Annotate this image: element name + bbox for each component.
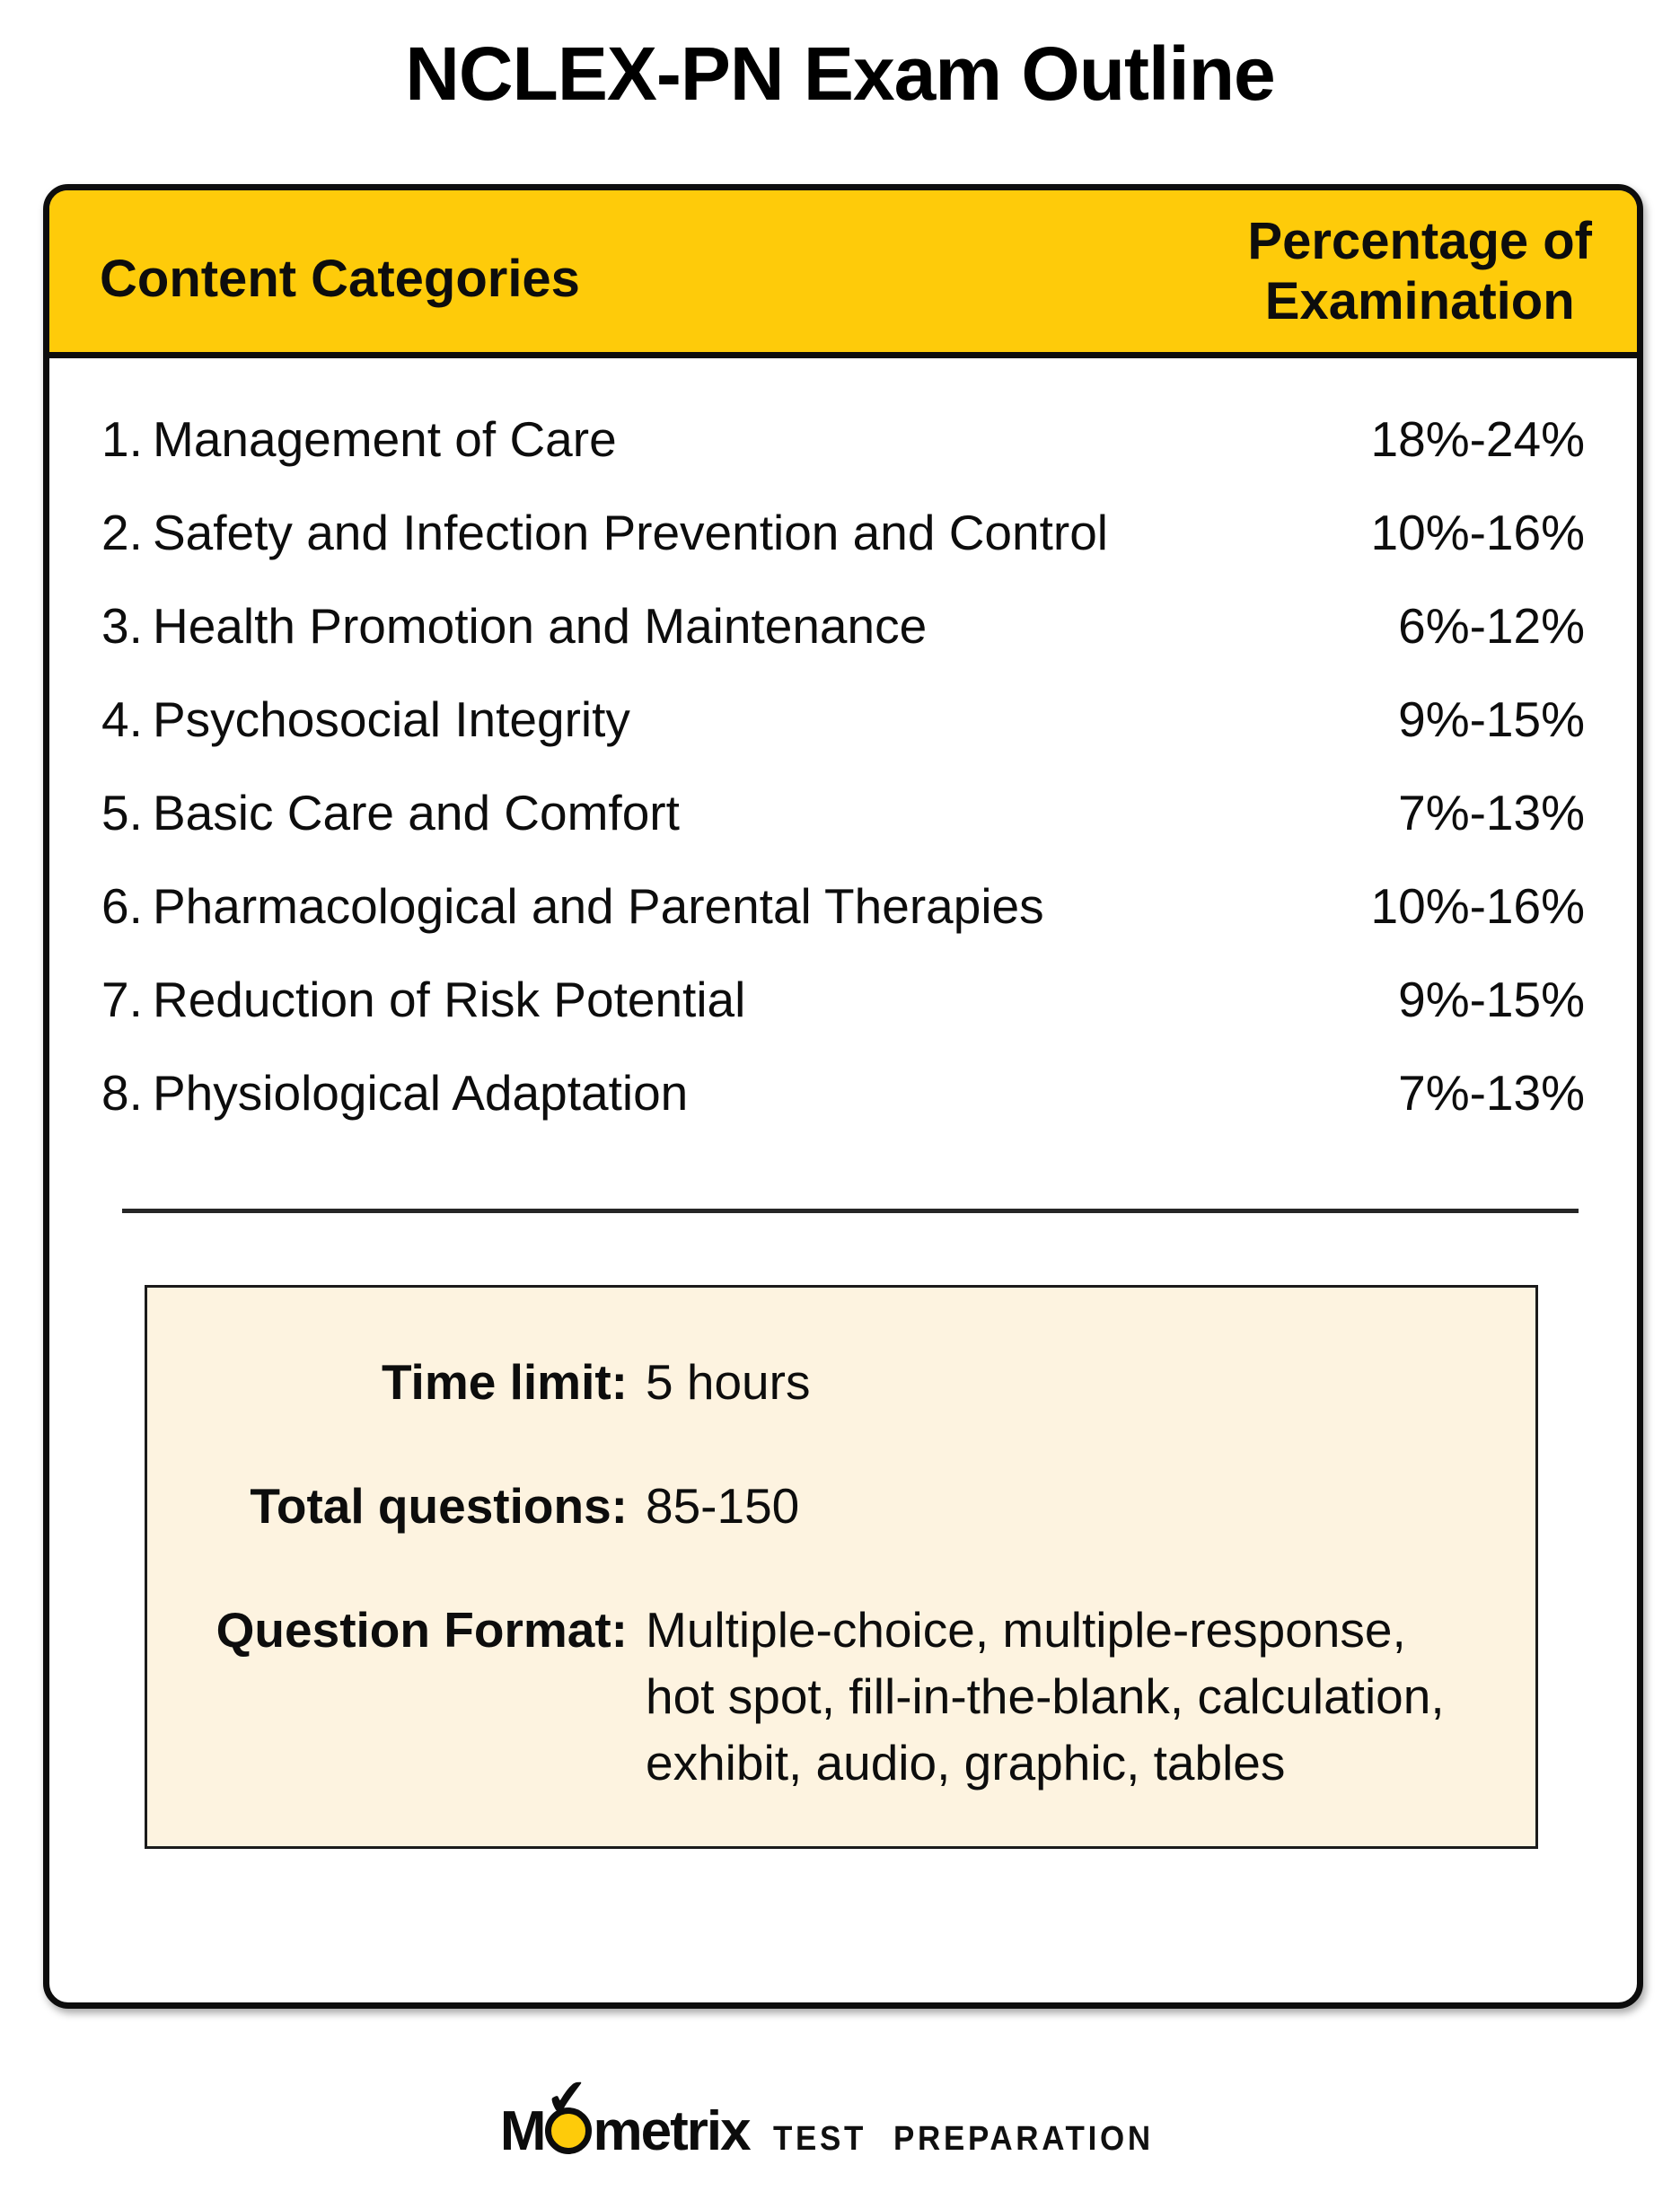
info-label: Time limit: <box>381 1354 628 1410</box>
info-value: 85-150 <box>646 1478 800 1534</box>
content-categories-header: Content Categories <box>100 249 580 308</box>
info-row: Question Format: Multiple-choice, multip… <box>147 1597 1535 1796</box>
info-row: Total questions: 85-150 <box>147 1473 1535 1539</box>
mometrix-logo: M ✔ metrix TEST PREPARATION <box>49 2067 1637 2177</box>
row-number: 3. <box>101 598 143 654</box>
percentage-range: 9%-15% <box>1398 691 1585 747</box>
percentage-header: Percentage of Examination <box>1247 211 1592 330</box>
logo-tagline: TEST PREPARATION <box>772 2120 1154 2158</box>
percentage-range: 7%-13% <box>1398 1065 1585 1121</box>
logo-check-circle-icon: ✔ <box>544 2067 593 2154</box>
table-header: Content Categories Percentage of Examina… <box>49 190 1637 358</box>
table-row: 2. Safety and Infection Prevention and C… <box>101 486 1585 579</box>
row-number: 7. <box>101 972 143 1027</box>
table-row: 3. Health Promotion and Maintenance 6%-1… <box>101 579 1585 673</box>
row-number: 1. <box>101 411 143 467</box>
table-row: 8. Physiological Adaptation 7%-13% <box>101 1046 1585 1139</box>
checkmark-icon: ✔ <box>544 2067 591 2129</box>
category-label: Pharmacological and Parental Therapies <box>153 878 1044 934</box>
row-number: 6. <box>101 878 143 934</box>
percentage-range: 10%-16% <box>1370 878 1585 934</box>
outline-card: Content Categories Percentage of Examina… <box>43 184 1643 2162</box>
page-title: NCLEX-PN Exam Outline <box>405 31 1276 116</box>
percentage-range: 9%-15% <box>1398 972 1585 1027</box>
percentage-range: 6%-12% <box>1398 598 1585 654</box>
row-number: 2. <box>101 505 143 560</box>
logo-text-m: M <box>499 2100 547 2162</box>
category-label: Reduction of Risk Potential <box>153 972 746 1027</box>
table-row: 5. Basic Care and Comfort 7%-13% <box>101 766 1585 859</box>
category-label: Management of Care <box>153 411 617 467</box>
info-row: Time limit: 5 hours <box>147 1349 1535 1415</box>
row-number: 5. <box>101 785 143 840</box>
info-label: Total questions: <box>250 1478 628 1534</box>
logo-text-metrix: metrix <box>593 2100 751 2162</box>
percentage-range: 18%-24% <box>1370 411 1585 467</box>
row-number: 8. <box>101 1065 143 1121</box>
table-row: 4. Psychosocial Integrity 9%-15% <box>101 673 1585 766</box>
exam-info-box: Time limit: 5 hours Total questions: 85-… <box>145 1285 1538 1849</box>
category-label: Psychosocial Integrity <box>153 691 630 747</box>
row-number: 4. <box>101 691 143 747</box>
category-label: Health Promotion and Maintenance <box>153 598 928 654</box>
info-label: Question Format: <box>215 1602 628 1658</box>
table-row: 1. Management of Care 18%-24% <box>101 392 1585 486</box>
info-value: 5 hours <box>646 1354 811 1410</box>
category-list: 1. Management of Care 18%-24% 2. Safety … <box>49 358 1637 1139</box>
info-value: Multiple-choice, multiple-response, hot … <box>646 1602 1445 1791</box>
table-row: 6. Pharmacological and Parental Therapie… <box>101 859 1585 953</box>
table-row: 7. Reduction of Risk Potential 9%-15% <box>101 953 1585 1046</box>
percentage-range: 10%-16% <box>1370 505 1585 560</box>
percentage-range: 7%-13% <box>1398 785 1585 840</box>
category-label: Safety and Infection Prevention and Cont… <box>153 505 1109 560</box>
category-label: Basic Care and Comfort <box>153 785 680 840</box>
category-label: Physiological Adaptation <box>153 1065 689 1121</box>
divider-line <box>122 1209 1579 1213</box>
